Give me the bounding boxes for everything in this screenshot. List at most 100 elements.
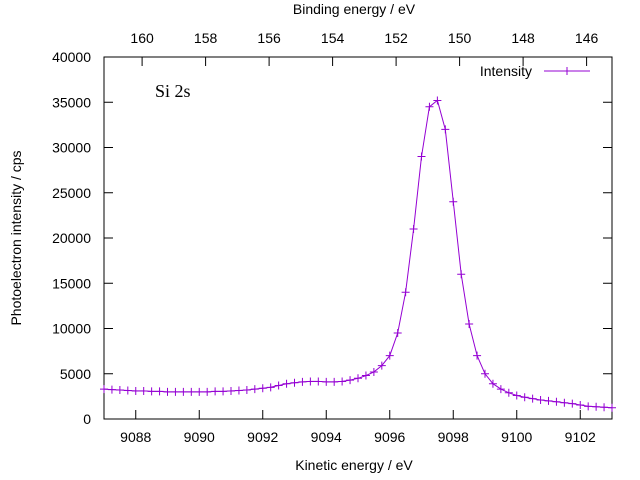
data-point <box>488 379 497 388</box>
y-axis-label: Photoelectron intensity / cps <box>8 150 24 325</box>
data-point <box>266 383 275 392</box>
data-point <box>107 385 116 394</box>
data-point <box>473 351 482 360</box>
x-tick-label: 9098 <box>438 429 469 445</box>
data-point <box>393 329 402 338</box>
legend: Intensity <box>480 63 590 79</box>
data-point <box>465 319 474 328</box>
data-point <box>512 391 521 400</box>
data-point <box>354 374 362 383</box>
data-point <box>496 385 505 394</box>
data-point <box>560 398 569 407</box>
data-point <box>600 403 609 412</box>
data-point <box>171 387 180 396</box>
y-tick-label: 5000 <box>60 366 91 382</box>
series-line <box>103 99 613 409</box>
data-point <box>385 351 394 360</box>
series-layer <box>100 96 616 412</box>
data-point <box>608 403 616 412</box>
x2-tick-label: 158 <box>194 30 218 46</box>
data-point <box>258 384 267 393</box>
data-point <box>282 379 291 388</box>
data-point <box>219 387 228 396</box>
plot-frame <box>103 56 613 420</box>
data-point <box>139 386 148 395</box>
y-tick-label: 15000 <box>52 275 91 291</box>
data-point <box>346 376 355 385</box>
y-tick-label: 30000 <box>52 140 91 156</box>
data-point <box>338 377 347 386</box>
data-point <box>187 387 196 396</box>
x-tick-label: 9100 <box>501 429 532 445</box>
data-point <box>306 377 315 386</box>
data-point <box>568 399 577 408</box>
data-point <box>195 387 204 396</box>
data-point <box>457 270 466 279</box>
data-point <box>528 394 537 403</box>
data-point <box>441 125 450 134</box>
data-point <box>504 388 513 397</box>
data-point <box>115 386 124 395</box>
y-tick-label: 40000 <box>52 49 91 65</box>
data-point <box>584 402 593 411</box>
data-point <box>592 402 601 411</box>
data-point <box>322 377 331 386</box>
data-point <box>290 378 299 387</box>
data-point <box>449 197 458 206</box>
data-point <box>100 385 108 394</box>
x-tick-label: 9094 <box>311 429 342 445</box>
data-point <box>576 400 585 409</box>
data-point <box>552 397 561 406</box>
data-point <box>544 396 553 405</box>
legend-label: Intensity <box>480 63 532 79</box>
data-point <box>123 386 132 395</box>
y-tick-label: 20000 <box>52 230 91 246</box>
data-point <box>433 96 442 105</box>
x2-tick-label: 148 <box>511 30 535 46</box>
x-axis-label: Kinetic energy / eV <box>295 457 413 473</box>
data-point <box>250 385 259 394</box>
data-point <box>417 152 426 161</box>
x2-tick-label: 156 <box>257 30 281 46</box>
chart-annotation: Si 2s <box>155 81 191 101</box>
x2-tick-label: 146 <box>575 30 599 46</box>
data-point <box>314 377 323 386</box>
x-tick-label: 9096 <box>374 429 405 445</box>
x-tick-label: 9092 <box>247 429 278 445</box>
x2-tick-label: 160 <box>130 30 154 46</box>
data-point <box>242 386 251 395</box>
x-tick-label: 9090 <box>184 429 215 445</box>
data-point <box>425 102 434 111</box>
data-point <box>179 387 188 396</box>
x2-axis-label: Binding energy / eV <box>293 1 416 17</box>
data-point <box>369 367 378 376</box>
data-point <box>361 371 370 380</box>
x2-tick-label: 154 <box>321 30 345 46</box>
data-point <box>330 377 339 386</box>
data-point <box>147 387 156 396</box>
data-point <box>234 386 243 395</box>
x-tick-label: 9088 <box>120 429 151 445</box>
data-point <box>155 387 164 396</box>
y-tick-label: 35000 <box>52 94 91 110</box>
data-point <box>274 381 283 390</box>
data-point <box>163 387 172 396</box>
data-point <box>211 387 220 396</box>
x-tick-label: 9102 <box>565 429 596 445</box>
data-point <box>536 395 545 404</box>
data-point <box>203 387 212 396</box>
data-point <box>520 393 529 402</box>
tick-layer: 9088 9090 9092 9094 9096 9098 9100 9102 160 158 15… <box>52 30 612 445</box>
data-point <box>227 386 235 395</box>
x2-tick-label: 150 <box>448 30 472 46</box>
data-point <box>409 224 418 233</box>
plot-area <box>103 56 613 420</box>
x2-tick-label: 152 <box>384 30 408 46</box>
data-point <box>401 288 410 297</box>
data-point <box>131 386 140 395</box>
data-point <box>298 377 307 386</box>
data-point <box>481 369 489 378</box>
y-tick-label: 10000 <box>52 321 91 337</box>
data-point <box>377 361 386 370</box>
